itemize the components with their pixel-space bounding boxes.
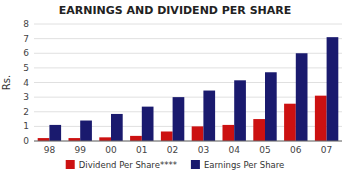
bar [327, 37, 339, 141]
y-tick-label: 2 [23, 107, 29, 117]
y-tick-label: 6 [23, 48, 29, 58]
bar [253, 119, 265, 141]
x-tick-label: 07 [321, 145, 332, 155]
y-tick-label: 8 [23, 19, 29, 29]
y-tick-label: 5 [23, 63, 29, 73]
y-tick-label: 3 [23, 92, 29, 102]
chart-container: EARNINGS AND DIVIDEND PER SHARERs.012345… [0, 0, 350, 177]
x-tick-label: 04 [228, 145, 240, 155]
grid-line [34, 38, 342, 39]
bar [315, 96, 327, 141]
title: EARNINGS AND DIVIDEND PER SHARE [59, 4, 292, 17]
y-tick-label: 0 [23, 136, 29, 146]
bar [80, 121, 92, 141]
x-tick-label: 99 [74, 145, 86, 155]
bar [296, 53, 308, 141]
grid [34, 24, 342, 141]
x-axis-line [34, 141, 342, 142]
x-tick-label: 00 [105, 145, 117, 155]
y-tick-label: 1 [23, 121, 29, 131]
bar [203, 91, 215, 141]
x-tick-label: 03 [198, 145, 209, 155]
chart-svg: EARNINGS AND DIVIDEND PER SHARERs.012345… [0, 0, 350, 177]
bar [173, 97, 185, 141]
legend-label: Dividend Per Share**** [79, 160, 177, 170]
bar [161, 131, 173, 141]
bar [192, 126, 204, 141]
legend-swatch [66, 160, 75, 169]
legend-label: Earnings Per Share [204, 160, 284, 170]
bar [130, 136, 142, 141]
bar [284, 104, 296, 141]
bar [222, 125, 234, 141]
y-tick-label: 4 [23, 78, 29, 88]
y-axis-label: Rs. [1, 75, 12, 90]
bar [111, 114, 123, 141]
x-tick-label: 01 [136, 145, 147, 155]
legend-swatch [191, 160, 200, 169]
y-tick-label: 7 [23, 34, 29, 44]
x-tick-label: 05 [259, 145, 270, 155]
x-tick-label: 98 [44, 145, 56, 155]
x-tick-label: 02 [167, 145, 178, 155]
bar [142, 107, 154, 141]
bars [38, 37, 339, 141]
bar [49, 125, 61, 141]
bar [234, 80, 246, 141]
legend: Dividend Per Share**** Earnings Per Share [66, 160, 285, 170]
grid-line [34, 24, 342, 25]
bar [99, 137, 111, 141]
x-tick-label: 06 [290, 145, 302, 155]
grid-line [34, 141, 342, 142]
bar [265, 72, 277, 141]
